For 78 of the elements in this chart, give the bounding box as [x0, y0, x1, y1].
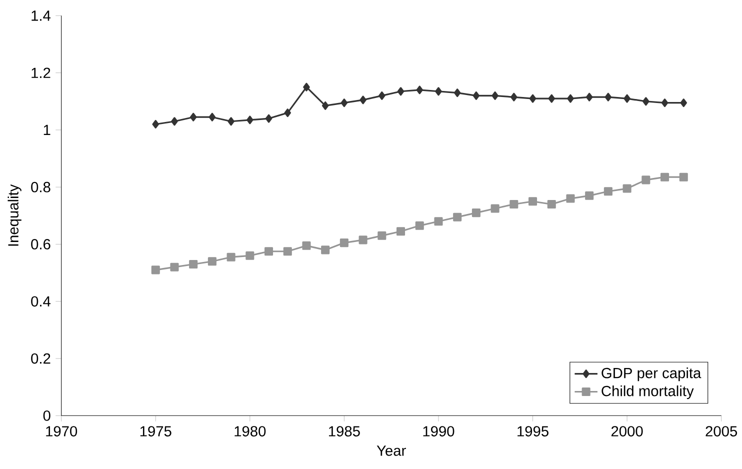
x-tick-label: 1980: [234, 426, 266, 436]
y-tick-label: 0: [43, 410, 50, 421]
point: [510, 92, 518, 102]
point: [529, 94, 536, 103]
legend-label: Child mortality: [602, 385, 694, 400]
point: [490, 204, 500, 213]
point: [680, 98, 688, 108]
point: [622, 184, 632, 193]
point: [264, 247, 274, 256]
point: [246, 116, 254, 124]
x-tick-label: 1975: [140, 426, 172, 436]
point: [151, 266, 160, 274]
point: [528, 197, 538, 206]
point: [453, 212, 462, 222]
y-tick-label: 0.2: [31, 353, 50, 364]
point: [340, 238, 348, 248]
point: [228, 117, 234, 126]
x-axis-title: Year: [376, 446, 406, 456]
point: [208, 112, 216, 122]
point: [265, 114, 272, 123]
point: [642, 176, 650, 184]
point: [415, 221, 424, 230]
legend-label: GDP per capita: [602, 367, 702, 382]
point: [492, 91, 498, 100]
point: [586, 92, 593, 102]
point: [360, 96, 366, 104]
point: [472, 208, 480, 218]
point: [152, 120, 160, 129]
point: [604, 92, 612, 102]
point: [246, 251, 254, 260]
point: [322, 101, 329, 110]
y-tick-label: 1: [44, 124, 50, 135]
y-axis-title: Inequality: [8, 184, 22, 246]
x-tick-label: 2000: [611, 426, 643, 436]
y-tick-label: 1.2: [32, 68, 50, 78]
point: [454, 88, 461, 98]
y-tick-label: 0.8: [31, 182, 50, 192]
point: [660, 172, 670, 182]
x-tick-label: 2005: [706, 426, 738, 436]
point: [434, 217, 443, 226]
point: [585, 191, 594, 200]
point: [604, 187, 612, 196]
point: [567, 94, 574, 103]
point: [321, 246, 330, 254]
point: [378, 91, 386, 100]
y-tick-label: 0.4: [31, 296, 50, 307]
point: [642, 97, 650, 106]
point: [396, 227, 406, 236]
point: [661, 98, 668, 108]
point: [226, 252, 236, 262]
point: [358, 236, 368, 244]
point: [283, 247, 292, 256]
point: [624, 94, 630, 103]
point: [510, 200, 518, 209]
point: [208, 257, 216, 266]
point: [170, 262, 179, 272]
point: [548, 94, 556, 103]
point: [416, 86, 424, 94]
x-tick-label: 1990: [423, 426, 454, 436]
point: [171, 117, 178, 126]
x-tick-label: 1985: [328, 426, 360, 436]
point: [547, 200, 556, 209]
point: [302, 241, 311, 250]
y-tick-label: 1.4: [32, 10, 50, 21]
point: [566, 194, 575, 203]
point: [679, 172, 688, 182]
point: [340, 98, 348, 108]
point: [303, 82, 310, 92]
point: [378, 231, 386, 240]
x-tick-label: 1995: [518, 426, 548, 436]
point: [435, 87, 442, 96]
point: [397, 87, 404, 96]
point: [472, 91, 480, 100]
point: [284, 108, 292, 118]
point: [189, 260, 198, 269]
y-tick-label: 0.6: [31, 239, 50, 250]
point: [190, 112, 197, 122]
x-tick-label: 1970: [46, 426, 78, 436]
